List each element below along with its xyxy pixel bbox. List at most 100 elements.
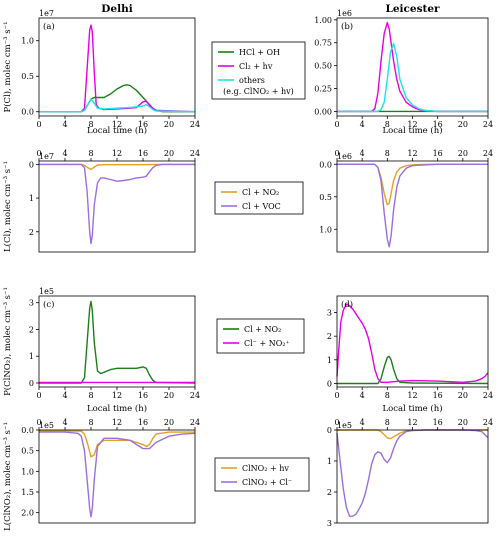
legend-label: ClNO₂ + Cl⁻ (242, 478, 292, 487)
axes-frame (38, 17, 196, 117)
y-tick-label: 1 (327, 356, 332, 365)
x-tick-label: 8 (385, 120, 390, 129)
x-tick-label: 24 (483, 149, 493, 158)
y-tick-label: 1 (29, 352, 34, 361)
y-tick-label: 0.25 (314, 85, 332, 94)
axes-frame (38, 295, 196, 388)
axis-exponent: 1e5 (39, 287, 54, 296)
x-tick-label: 16 (433, 149, 443, 158)
legend-label: ClNO₂ + hv (242, 464, 289, 473)
series-line-1 (336, 429, 489, 517)
y-tick-label: 1.00 (314, 16, 332, 25)
x-tick-label: 24 (190, 149, 200, 158)
x-tick-label: 0 (334, 418, 339, 427)
y-tick-label: 1.0 (21, 37, 34, 46)
axis-exponent: 1e6 (337, 9, 352, 18)
x-tick-label: 12 (112, 418, 122, 427)
x-tick-label: 24 (190, 120, 200, 129)
y-tick-label: 2 (29, 325, 34, 334)
panel-label: (a) (43, 21, 55, 32)
series-line-0 (38, 430, 195, 458)
legend-frame (216, 318, 305, 354)
panel-label: (b) (341, 21, 353, 32)
y-tick-label: 1 (29, 194, 34, 203)
x-tick-label: 20 (164, 391, 174, 400)
panel-r3c0: 0.0 0.5 1.0 1.5 2.0 0 4 8 12 16 20 24 Local time (h)… (2, 403, 200, 531)
axis-exponent: 1e6 (337, 152, 352, 161)
x-tick-label: 12 (407, 418, 417, 427)
x-tick-label: 0 (36, 120, 41, 129)
x-tick-label: 12 (112, 391, 122, 400)
x-tick-label: 20 (164, 149, 174, 158)
y-tick-label: 0.0 (319, 160, 332, 169)
legend-label: Cl₂ + hv (239, 62, 273, 71)
x-tick-label: 12 (112, 149, 122, 158)
x-tick-label: 8 (88, 391, 93, 400)
x-tick-label: 0 (334, 149, 339, 158)
series-line-1 (39, 163, 195, 245)
series-line-0 (337, 163, 488, 206)
legend-label: Cl⁻ + NO₂⁺ (244, 339, 290, 348)
x-tick-label: 8 (385, 391, 390, 400)
x-tick-label: 0 (334, 391, 339, 400)
x-tick-label: 12 (407, 120, 417, 129)
x-tick-label: 12 (407, 149, 417, 158)
series-line-2 (39, 98, 196, 113)
x-tick-label: 12 (407, 391, 417, 400)
x-tick-label: 0 (36, 391, 41, 400)
y-tick-label: 0.5 (21, 72, 34, 81)
x-tick-label: 8 (88, 418, 93, 427)
y-axis-label: L(ClNO₂), molec cm⁻³ s⁻¹ (2, 422, 13, 531)
column-title-1: Leicester (385, 3, 440, 15)
legend-frame (214, 181, 304, 215)
x-tick-label: 4 (360, 391, 365, 400)
axes-frame (336, 17, 489, 117)
x-tick-label: 0 (36, 149, 41, 158)
y-tick-label: 0 (29, 379, 34, 388)
x-tick-label: 16 (138, 418, 148, 427)
y-tick-label: 0.5 (21, 447, 34, 456)
y-axis-label: P(ClNO₂), molec cm⁻³ s⁻¹ (2, 287, 13, 396)
x-tick-label: 4 (360, 120, 365, 129)
panel-label: (c) (43, 299, 54, 310)
x-tick-label: 20 (164, 120, 174, 129)
x-axis-label: Local time (h) (87, 403, 147, 414)
x-tick-label: 8 (385, 418, 390, 427)
y-tick-label: 2 (29, 228, 34, 237)
series-line-0 (39, 163, 195, 171)
x-tick-label: 12 (112, 120, 122, 129)
legend-1: Cl + NO₂ Cl + VOC (214, 181, 304, 215)
y-tick-label: 3 (327, 309, 332, 318)
y-tick-label: 0.75 (314, 39, 332, 48)
x-tick-label: 16 (138, 391, 148, 400)
y-tick-label: 0 (29, 160, 34, 169)
panel-r0c1: 0.00 0.25 0.50 0.75 1.00 0 4 8 12 16 20 24 1e6 (b) (314, 9, 493, 129)
legend-2: Cl + NO₂ Cl⁻ + NO₂⁺ (216, 318, 305, 354)
x-tick-label: 4 (62, 120, 67, 129)
legend-label: others (239, 76, 265, 85)
series-line-0 (39, 300, 196, 384)
series-line-1 (39, 24, 196, 113)
x-tick-label: 4 (62, 149, 67, 158)
legend-label: Cl + NO₂ (244, 325, 281, 334)
axes-frame (336, 295, 489, 388)
y-tick-label: 0 (327, 426, 332, 435)
legend-3: ClNO₂ + hv ClNO₂ + Cl⁻ (214, 457, 310, 492)
series-line-1 (337, 21, 488, 113)
x-tick-label: 20 (164, 418, 174, 427)
axes-frame (38, 160, 196, 253)
x-tick-label: 24 (190, 391, 200, 400)
x-axis-label: Local time (h) (87, 125, 147, 136)
y-tick-label: 0.0 (21, 426, 34, 435)
y-tick-label: 0.00 (314, 107, 332, 116)
x-tick-label: 24 (483, 391, 493, 400)
x-tick-label: 4 (62, 418, 67, 427)
panel-r1c1: 0.0 0.5 1.0 0 4 8 12 16 20 24 Local time (h) 1e6 (319, 125, 493, 253)
axes-frame (38, 429, 196, 524)
panel-label: (d) (341, 299, 353, 310)
legend-note: (e.g. ClNO₂ + hv) (223, 87, 294, 96)
y-tick-label: 2.0 (21, 509, 34, 518)
x-tick-label: 20 (458, 149, 468, 158)
x-tick-label: 16 (433, 391, 443, 400)
